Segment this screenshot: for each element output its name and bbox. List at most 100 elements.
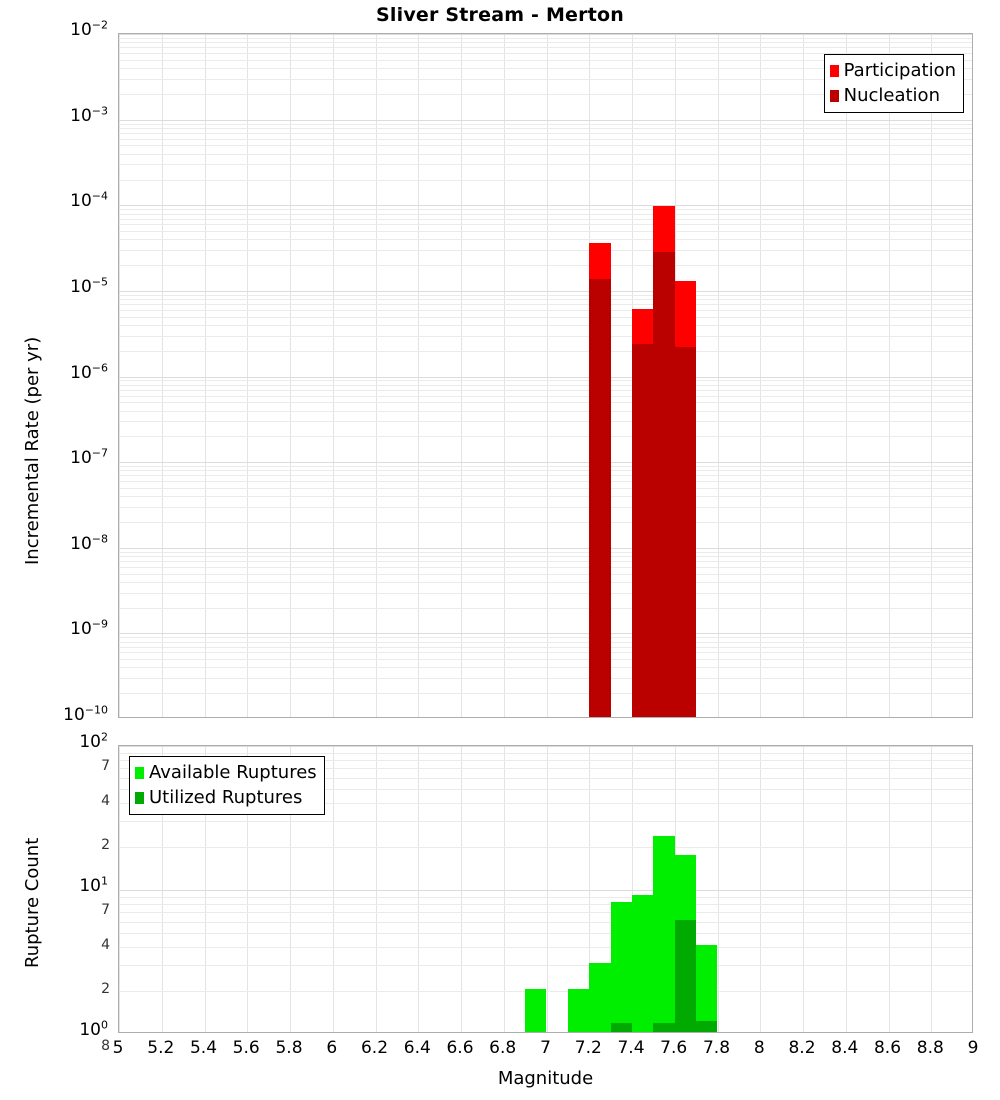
x-tick-label: 8.6	[873, 1038, 902, 1058]
gridline-horizontal	[119, 896, 972, 898]
bar-nucleation	[653, 251, 675, 717]
gridline-horizontal	[119, 68, 972, 70]
gridline-vertical	[845, 746, 847, 1032]
gridline-vertical	[461, 746, 462, 1032]
gridline-horizontal	[119, 921, 972, 923]
gridline-horizontal	[119, 487, 972, 489]
legend-item-nucleation[interactable]: Nucleation	[829, 83, 956, 108]
x-tick-label: 6.4	[403, 1038, 431, 1058]
y-tick-label: 10−6	[70, 360, 108, 383]
gridline-horizontal	[119, 205, 972, 207]
gridline-vertical	[161, 34, 163, 717]
gridline-horizontal	[119, 760, 972, 761]
bottom-legend: Available Ruptures Utilized Ruptures	[129, 756, 325, 815]
bottom-bars	[119, 746, 972, 1032]
gridline-horizontal	[119, 667, 972, 669]
legend-item-utilized-ruptures[interactable]: Utilized Ruptures	[135, 785, 317, 810]
y-tick-label: 10−5	[70, 275, 108, 297]
page-title: Sliver Stream - Merton	[376, 4, 624, 26]
gridline-horizontal	[119, 768, 972, 770]
gridline-horizontal	[119, 752, 972, 754]
gridline-horizontal	[119, 294, 972, 296]
gridline-horizontal	[119, 164, 972, 166]
x-tick-label: 5.8	[275, 1038, 303, 1058]
rupture-count-plot: Available Ruptures Utilized Ruptures	[118, 745, 973, 1033]
bar-utilized-ruptures	[674, 919, 697, 1032]
gridline-horizontal	[119, 470, 972, 472]
x-tick-label: 7.2	[574, 1038, 602, 1058]
gridline-vertical	[888, 34, 890, 717]
bottom-y-axis-title: Rupture Count	[22, 837, 43, 968]
gridline-horizontal	[119, 566, 972, 568]
gridline-vertical	[204, 34, 206, 717]
gridline-horizontal	[119, 93, 972, 95]
gridline-vertical	[546, 746, 548, 1032]
x-tick-label: 9	[967, 1038, 979, 1058]
legend-item-participation[interactable]: Participation	[829, 58, 956, 83]
gridline-horizontal	[119, 561, 972, 562]
y-tick-label: 100	[79, 1018, 108, 1040]
gridline-horizontal	[119, 547, 972, 549]
bar-nucleation	[632, 343, 654, 717]
gridline-horizontal	[119, 947, 972, 949]
gridline-horizontal	[119, 965, 972, 967]
nucleation-swatch-icon	[829, 89, 839, 102]
x-tick-label: 7.4	[617, 1038, 645, 1058]
bar-available-ruptures	[696, 945, 718, 1032]
gridline-vertical	[803, 746, 804, 1032]
legend-label: Utilized Ruptures	[149, 786, 303, 808]
gridline-horizontal	[119, 309, 972, 311]
gridline-horizontal	[119, 803, 972, 805]
gridline-horizontal	[119, 127, 972, 129]
utilized-ruptures-swatch-icon	[135, 791, 144, 804]
top-legend: Participation Nucleation	[823, 54, 964, 113]
gridline-horizontal	[119, 47, 972, 49]
legend-item-available-ruptures[interactable]: Available Ruptures	[135, 760, 317, 785]
gridline-horizontal	[119, 746, 972, 747]
x-tick-label: 8.4	[831, 1038, 859, 1058]
top-bars	[119, 34, 972, 717]
gridline-horizontal	[119, 556, 972, 557]
x-tick-label: 8.8	[916, 1038, 944, 1058]
y-tick-label-minor: 7	[101, 902, 110, 919]
y-tick-label: 10−9	[70, 617, 108, 640]
gridline-vertical	[931, 34, 933, 717]
gridline-vertical	[375, 746, 377, 1032]
y-tick-label: 101	[79, 874, 108, 896]
gridline-horizontal	[119, 123, 972, 125]
gridline-vertical	[247, 34, 249, 717]
gridline-vertical	[332, 746, 334, 1032]
gridline-horizontal	[119, 573, 972, 575]
y-tick-label: 10−4	[70, 189, 108, 212]
y-tick-label: 10−10	[63, 703, 108, 725]
gridline-horizontal	[119, 912, 972, 914]
gridline-vertical	[418, 34, 420, 717]
gridline-vertical	[503, 746, 505, 1032]
gridline-horizontal	[119, 421, 972, 423]
gridline-horizontal	[119, 789, 972, 791]
gridline-horizontal	[119, 179, 972, 181]
gridline-horizontal	[119, 138, 972, 140]
gridline-vertical	[888, 746, 890, 1032]
gridline-vertical	[589, 746, 591, 1032]
y-tick-label-minor: 7	[101, 758, 110, 775]
gridline-horizontal	[119, 42, 972, 44]
y-tick-label: 10−2	[70, 18, 108, 40]
y-tick-label: 10−3	[70, 103, 108, 126]
gridline-horizontal	[119, 316, 972, 318]
gridline-horizontal	[119, 933, 972, 935]
gridline-vertical	[161, 746, 163, 1032]
gridline-horizontal	[119, 299, 972, 301]
gridline-horizontal	[119, 395, 972, 397]
gridline-horizontal	[119, 119, 972, 121]
gridline-vertical	[717, 34, 719, 717]
gridline-horizontal	[119, 34, 972, 35]
gridline-horizontal	[119, 231, 972, 232]
x-tick-label: 6.2	[360, 1038, 389, 1058]
x-axis-title: Magnitude	[497, 1068, 594, 1089]
incremental-rate-plot: Participation Nucleation	[118, 33, 973, 718]
gridline-horizontal	[119, 402, 972, 404]
gridline-vertical	[632, 746, 633, 1032]
top-gridlines	[119, 34, 972, 717]
x-tick-label: 5	[112, 1038, 124, 1058]
